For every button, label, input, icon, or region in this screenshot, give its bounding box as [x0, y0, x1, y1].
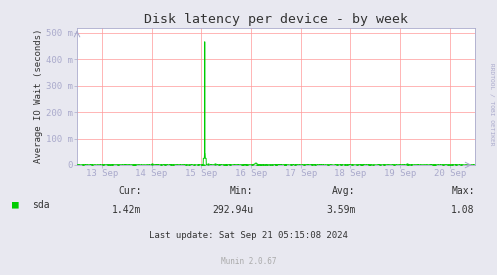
Text: ■: ■: [12, 200, 19, 210]
Point: [343, 163, 351, 167]
Point: [281, 162, 289, 167]
Point: [239, 163, 247, 167]
Text: Min:: Min:: [230, 186, 253, 196]
Point: [337, 163, 345, 167]
Point: [87, 163, 95, 167]
Point: [369, 162, 377, 167]
Point: [248, 163, 256, 167]
Point: [198, 163, 206, 167]
Point: [129, 163, 137, 167]
Text: RRDTOOL / TOBI OETIKER: RRDTOOL / TOBI OETIKER: [490, 63, 495, 146]
Point: [226, 163, 234, 167]
Point: [452, 163, 460, 167]
Point: [185, 163, 193, 167]
Point: [222, 163, 230, 167]
Point: [407, 163, 415, 167]
Point: [263, 163, 271, 167]
Text: Cur:: Cur:: [118, 186, 142, 196]
Y-axis label: Average IO Wait (seconds): Average IO Wait (seconds): [34, 29, 43, 163]
Point: [300, 163, 308, 167]
Point: [272, 163, 280, 167]
Point: [238, 163, 246, 167]
Point: [439, 163, 447, 167]
Point: [103, 162, 111, 167]
Point: [333, 163, 341, 167]
Point: [281, 163, 289, 167]
Point: [404, 163, 412, 167]
Point: [268, 163, 276, 167]
Point: [256, 162, 264, 167]
Point: [198, 163, 206, 167]
Point: [291, 163, 299, 167]
Point: [257, 163, 265, 167]
Point: [311, 163, 319, 167]
Point: [266, 163, 274, 167]
Point: [365, 163, 373, 167]
Point: [244, 162, 251, 167]
Point: [148, 162, 156, 167]
Point: [376, 163, 384, 167]
Point: [220, 162, 228, 167]
Point: [169, 163, 177, 167]
Point: [158, 163, 166, 167]
Point: [281, 163, 289, 167]
Point: [131, 163, 139, 167]
Point: [161, 162, 168, 167]
Point: [353, 163, 361, 167]
Point: [444, 163, 452, 167]
Point: [253, 163, 261, 167]
Point: [194, 163, 202, 167]
Text: Last update: Sat Sep 21 05:15:08 2024: Last update: Sat Sep 21 05:15:08 2024: [149, 231, 348, 240]
Point: [390, 162, 398, 167]
Point: [448, 163, 456, 167]
Point: [380, 163, 388, 167]
Text: Max:: Max:: [451, 186, 475, 196]
Point: [430, 163, 438, 167]
Text: Avg:: Avg:: [332, 186, 355, 196]
Point: [403, 162, 411, 167]
Point: [200, 163, 208, 167]
Text: Munin 2.0.67: Munin 2.0.67: [221, 257, 276, 266]
Point: [130, 163, 138, 167]
Point: [190, 163, 198, 167]
Title: Disk latency per device - by week: Disk latency per device - by week: [144, 13, 408, 26]
Point: [211, 162, 219, 167]
Point: [222, 162, 230, 167]
Point: [457, 162, 465, 167]
Point: [182, 162, 190, 167]
Point: [357, 163, 365, 167]
Point: [167, 162, 175, 167]
Point: [79, 163, 86, 167]
Point: [261, 163, 269, 167]
Text: sda: sda: [32, 200, 50, 210]
Point: [308, 162, 316, 167]
Text: 292.94u: 292.94u: [212, 205, 253, 215]
Point: [430, 163, 438, 167]
Point: [106, 162, 114, 167]
Point: [287, 163, 295, 167]
Point: [446, 163, 454, 167]
Point: [429, 162, 437, 167]
Point: [253, 163, 261, 167]
Point: [341, 162, 349, 167]
Point: [259, 163, 267, 167]
Point: [348, 162, 356, 167]
Text: 1.08: 1.08: [451, 205, 475, 215]
Point: [114, 162, 122, 167]
Text: 3.59m: 3.59m: [326, 205, 355, 215]
Point: [215, 163, 223, 167]
Point: [272, 163, 280, 167]
Point: [242, 163, 249, 167]
Point: [366, 163, 374, 167]
Point: [358, 162, 366, 167]
Point: [98, 163, 106, 167]
Text: 1.42m: 1.42m: [112, 205, 142, 215]
Point: [204, 162, 212, 167]
Point: [108, 163, 116, 167]
Point: [324, 162, 332, 167]
